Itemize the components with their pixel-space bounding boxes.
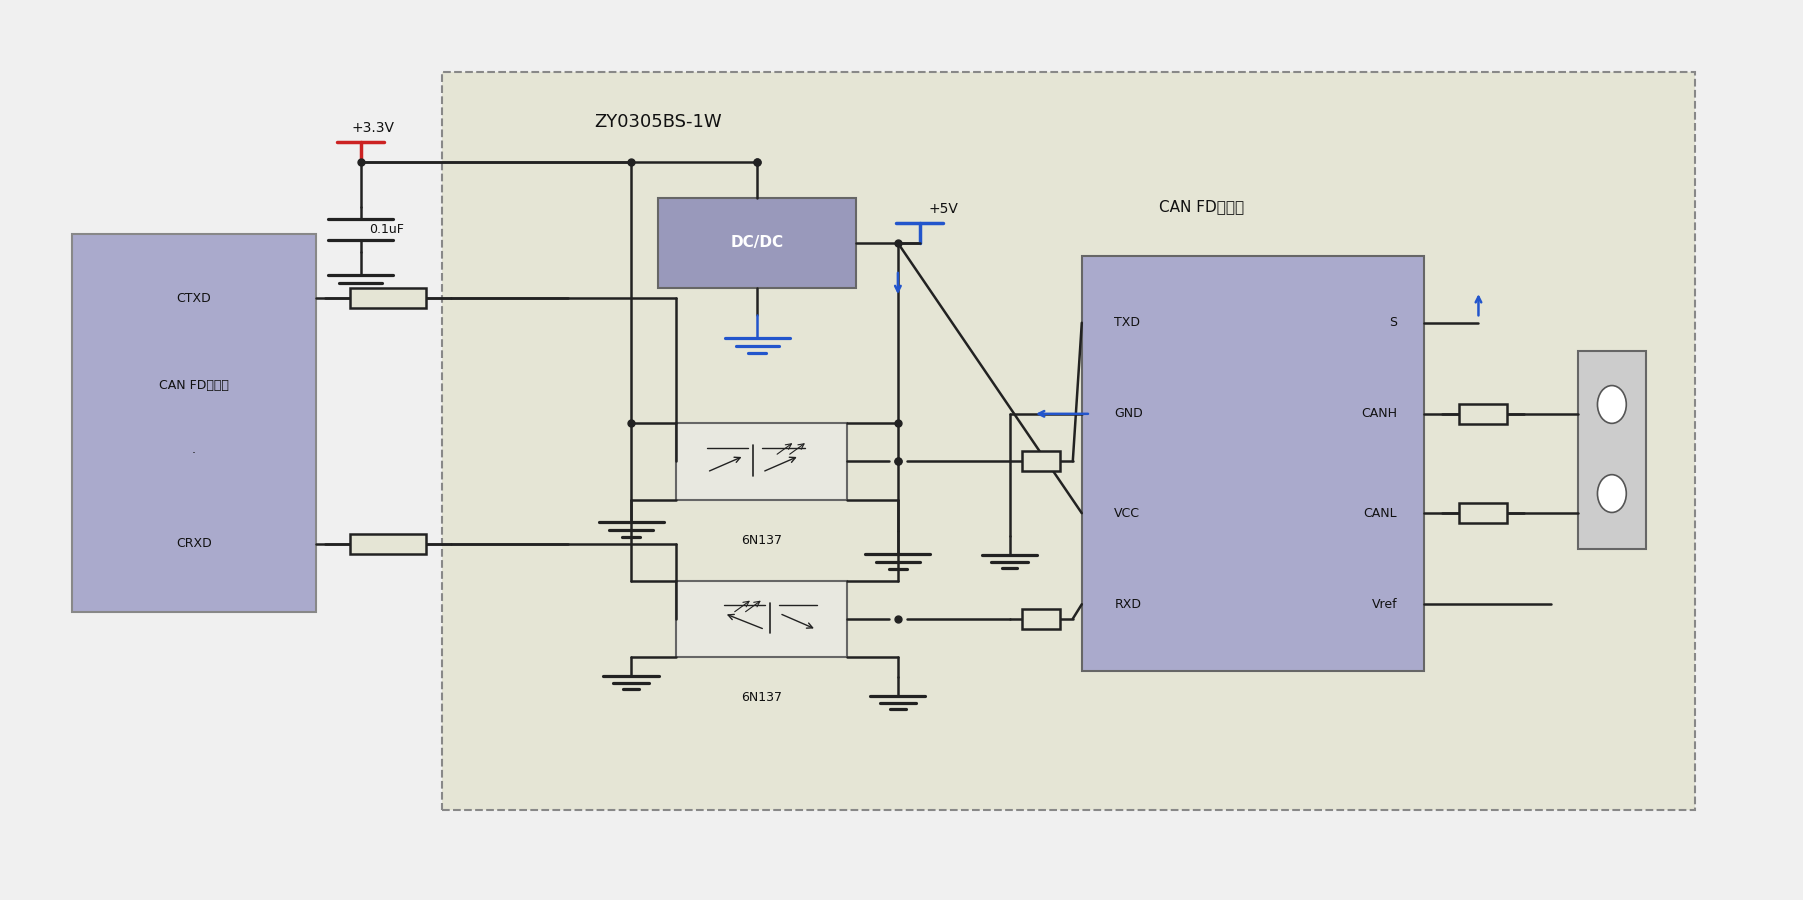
Bar: [442, 72, 1695, 810]
Bar: [72, 234, 316, 612]
Text: ·: ·: [191, 446, 197, 460]
Bar: [1082, 256, 1424, 670]
Text: CAN FD收发器: CAN FD收发器: [1159, 200, 1244, 214]
Bar: [1578, 351, 1646, 549]
Bar: [1459, 503, 1507, 523]
Text: CTXD: CTXD: [177, 292, 211, 305]
Bar: [1022, 452, 1060, 472]
Text: 6N137: 6N137: [741, 534, 783, 546]
Text: +3.3V: +3.3V: [352, 121, 395, 135]
Bar: [1022, 609, 1060, 629]
Text: CAN FD控制器: CAN FD控制器: [159, 379, 229, 392]
Bar: [676, 423, 847, 500]
Text: VCC: VCC: [1114, 507, 1139, 519]
Text: +5V: +5V: [929, 202, 959, 216]
Bar: [350, 534, 426, 554]
Text: DC/DC: DC/DC: [730, 236, 784, 250]
Bar: [350, 288, 426, 308]
Ellipse shape: [1597, 385, 1626, 423]
Text: S: S: [1390, 316, 1397, 329]
Bar: [658, 198, 856, 288]
Text: RXD: RXD: [1114, 598, 1141, 611]
Bar: [676, 580, 847, 657]
Text: TXD: TXD: [1114, 316, 1139, 329]
Text: Vref: Vref: [1372, 598, 1397, 611]
Text: 0.1uF: 0.1uF: [370, 223, 404, 236]
Text: ZY0305BS-1W: ZY0305BS-1W: [595, 112, 721, 130]
Text: CANL: CANL: [1363, 507, 1397, 519]
Text: GND: GND: [1114, 408, 1143, 420]
Ellipse shape: [1597, 474, 1626, 512]
Text: CANH: CANH: [1361, 408, 1397, 420]
Text: CRXD: CRXD: [177, 537, 211, 551]
Text: 6N137: 6N137: [741, 691, 783, 704]
Bar: [1459, 404, 1507, 424]
